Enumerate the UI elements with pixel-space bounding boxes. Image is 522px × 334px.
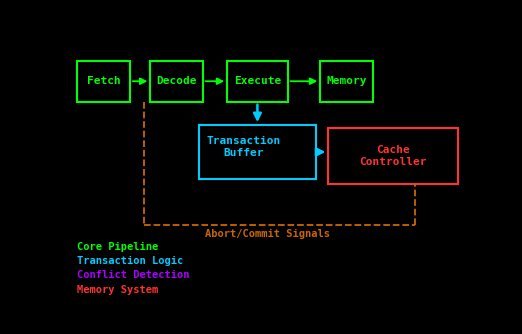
- Text: Transaction Logic: Transaction Logic: [77, 256, 184, 266]
- Bar: [227, 61, 288, 102]
- Bar: [320, 61, 373, 102]
- Text: Decode: Decode: [156, 76, 197, 86]
- Text: Execute: Execute: [234, 76, 281, 86]
- Text: Cache
Controller: Cache Controller: [359, 145, 426, 167]
- Text: Transaction
Buffer: Transaction Buffer: [206, 136, 280, 158]
- Text: Abort/Commit Signals: Abort/Commit Signals: [205, 229, 330, 239]
- Text: Memory System: Memory System: [77, 285, 159, 295]
- Text: Fetch: Fetch: [87, 76, 121, 86]
- Bar: [77, 61, 130, 102]
- Text: Core Pipeline: Core Pipeline: [77, 242, 159, 252]
- Text: Conflict Detection: Conflict Detection: [77, 271, 190, 281]
- Bar: [328, 128, 458, 184]
- Bar: [150, 61, 203, 102]
- Text: Memory: Memory: [326, 76, 366, 86]
